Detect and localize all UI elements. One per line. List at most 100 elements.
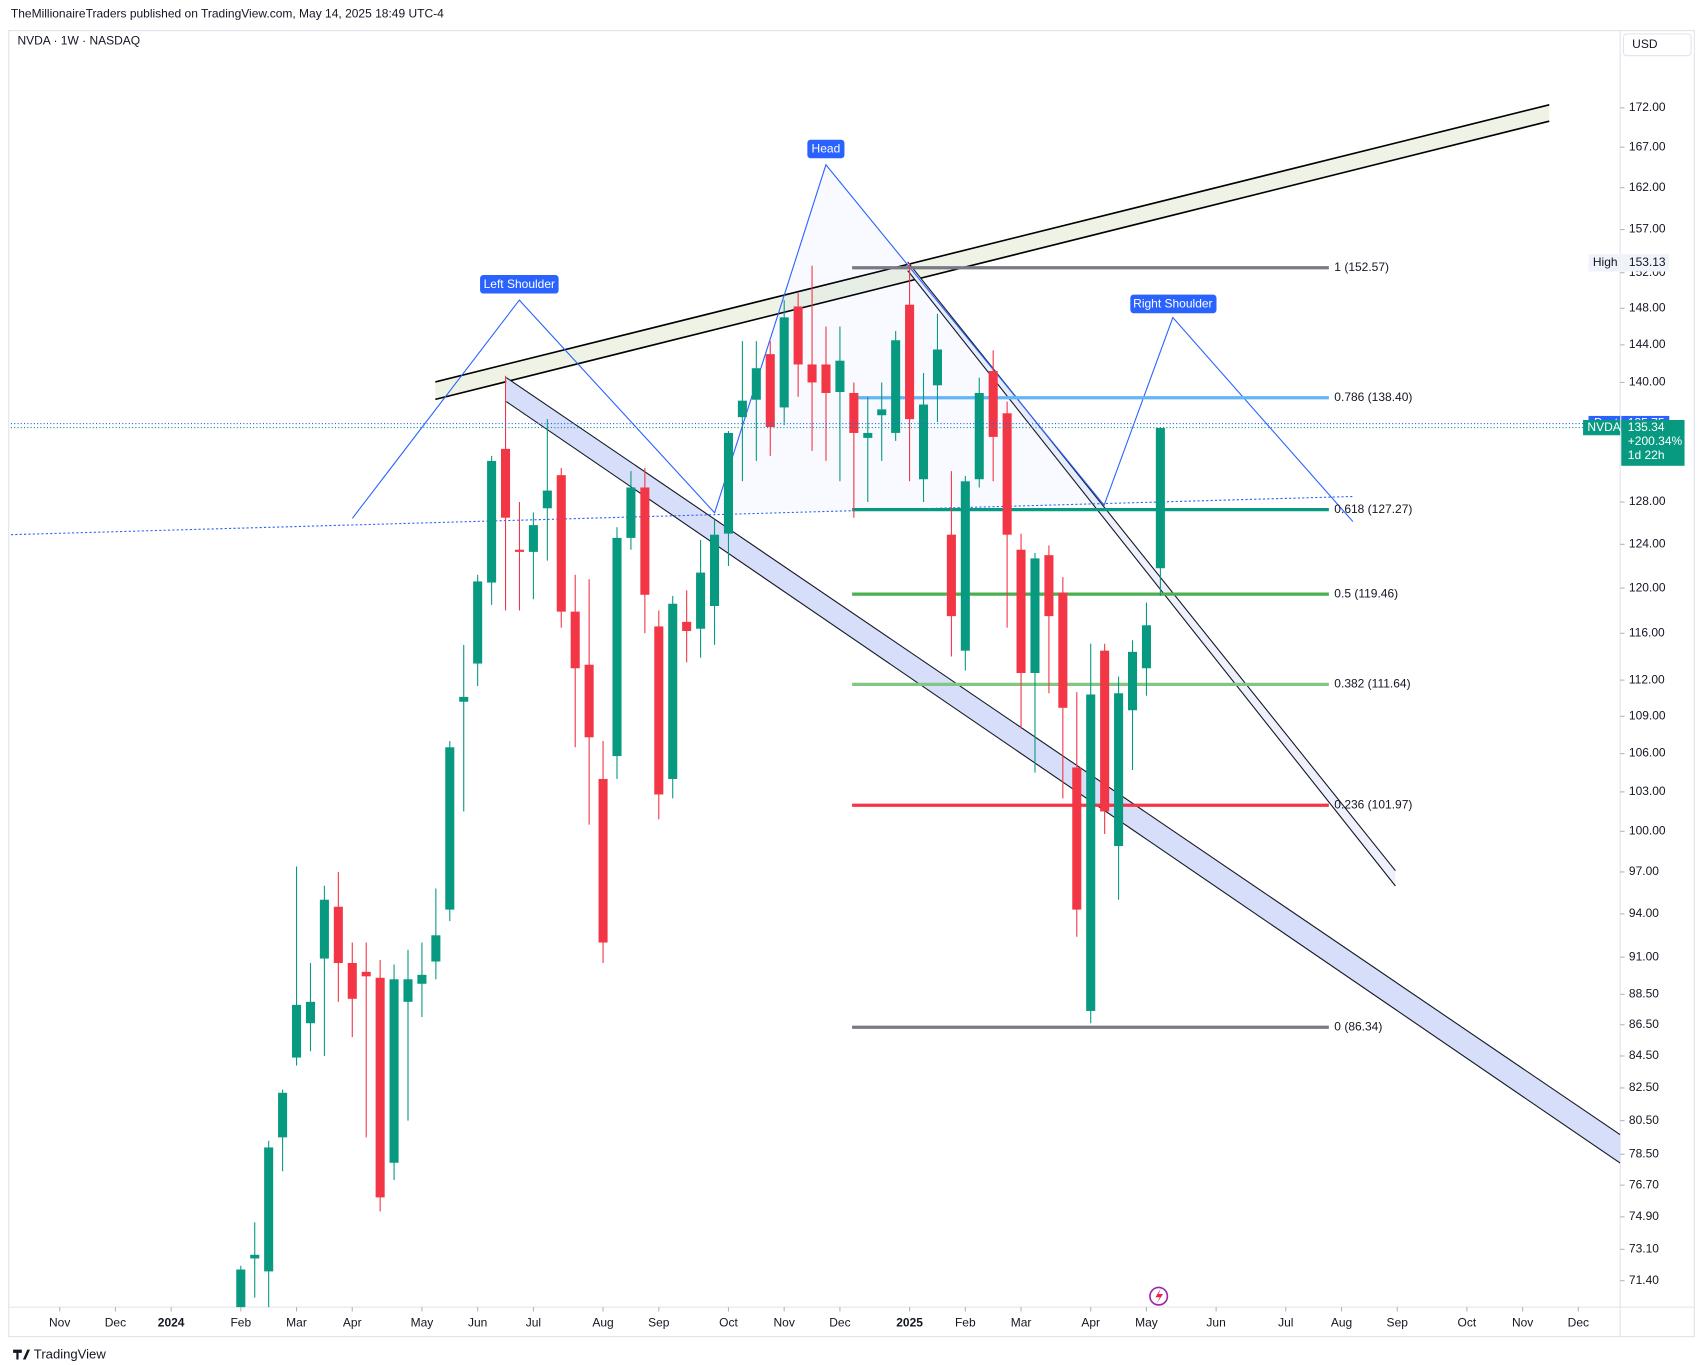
candle-body xyxy=(431,935,441,962)
candle-body xyxy=(584,664,594,738)
candles xyxy=(236,263,1329,1308)
candle-body xyxy=(1141,625,1151,669)
candle-body xyxy=(347,962,357,999)
logo-mark xyxy=(13,1349,31,1360)
candle-body xyxy=(459,696,469,702)
y-tick-label: 73.10 xyxy=(1629,1241,1659,1255)
y-tick-label: 100.00 xyxy=(1629,823,1666,837)
candle-body xyxy=(905,304,915,420)
candle-body xyxy=(932,349,942,386)
y-tick-label: 112.00 xyxy=(1629,672,1665,686)
candle-body xyxy=(918,404,929,480)
narrow-channel-line xyxy=(907,261,1396,872)
y-tick-label: 106.00 xyxy=(1629,746,1666,760)
footer-brand: TradingView xyxy=(34,1347,107,1362)
x-tick-label: Jun xyxy=(1206,1316,1225,1330)
candle-body xyxy=(1016,549,1026,673)
annotation-labels: Left Shoulder Head Right Shoulder xyxy=(480,139,1217,314)
x-tick-label: Apr xyxy=(1081,1316,1100,1330)
candle-body xyxy=(305,1001,315,1024)
candle-body xyxy=(501,448,511,518)
candle-body xyxy=(389,979,399,1163)
rising-channel-line xyxy=(435,120,1550,401)
y-tick-label: 71.40 xyxy=(1629,1273,1659,1287)
candle-body xyxy=(626,487,636,538)
price-tag-value: 135.34 xyxy=(1628,420,1665,434)
candle-body xyxy=(1030,558,1040,673)
x-tick-label: Jul xyxy=(526,1316,541,1330)
candle-body xyxy=(403,979,413,1002)
price-tag-name: NVDA xyxy=(1587,420,1620,434)
rising-channel-fill xyxy=(435,104,1550,400)
y-tick-label: 80.50 xyxy=(1629,1113,1659,1127)
x-tick-label: Sep xyxy=(648,1316,670,1330)
high-tag-name: High xyxy=(1593,255,1618,269)
candle-body xyxy=(1127,651,1138,711)
x-tick-label: Oct xyxy=(1458,1316,1477,1330)
candle-body xyxy=(236,1269,246,1308)
annotation-label: Right Shoulder xyxy=(1133,297,1212,311)
candle-body xyxy=(570,611,580,669)
y-tick-label: 144.00 xyxy=(1629,337,1666,351)
candle-body xyxy=(946,534,956,617)
annotation-box xyxy=(807,139,845,159)
marks: 172.00167.00162.00157.00152.00148.00144.… xyxy=(10,100,1685,1330)
x-tick-label: 2025 xyxy=(896,1316,923,1330)
lightning-icon[interactable] xyxy=(1149,1286,1169,1306)
y-tick-label: 78.50 xyxy=(1629,1146,1659,1160)
candle-body xyxy=(1114,693,1124,847)
candle-body xyxy=(682,621,692,632)
x-tick-label: May xyxy=(1135,1316,1158,1330)
y-tick-label: 86.50 xyxy=(1629,1017,1659,1031)
candle-body xyxy=(696,572,706,629)
candle-body xyxy=(793,306,803,365)
x-tick-label: May xyxy=(411,1316,434,1330)
candle-body xyxy=(849,392,859,433)
candle-body xyxy=(835,360,845,393)
candle-body xyxy=(487,460,497,583)
x-tick-label: Dec xyxy=(105,1316,126,1330)
candle-body xyxy=(556,475,566,612)
candle-body xyxy=(1058,592,1068,708)
annotation-box xyxy=(1130,294,1217,314)
y-tick-label: 128.00 xyxy=(1629,494,1666,508)
candle-body xyxy=(1002,413,1012,535)
fib-label: 0.786 (138.40) xyxy=(1334,390,1412,404)
candle-body xyxy=(473,581,483,664)
candle-body xyxy=(1155,427,1165,569)
candle-body xyxy=(445,747,455,910)
symbol-title: NVDA · 1W · NASDAQ xyxy=(17,34,140,48)
candle-body xyxy=(542,490,552,509)
candle-body xyxy=(779,317,789,408)
currency-label[interactable]: USD xyxy=(1632,37,1658,51)
annotation-label: Head xyxy=(812,142,841,156)
fib-label: 0.618 (127.27) xyxy=(1334,502,1412,516)
currency-box[interactable] xyxy=(1622,33,1692,57)
y-tick-label: 167.00 xyxy=(1629,139,1666,153)
y-tick-label: 124.00 xyxy=(1629,537,1666,551)
y-tick-label: 97.00 xyxy=(1629,864,1659,878)
candle-body xyxy=(292,1004,302,1058)
y-tick-label: 84.50 xyxy=(1629,1048,1659,1062)
publisher-header: TheMillionaireTraders published on Tradi… xyxy=(11,6,444,20)
y-tick-label: 120.00 xyxy=(1629,580,1666,594)
y-tick-label: 148.00 xyxy=(1629,300,1666,314)
x-tick-label: Dec xyxy=(1568,1316,1589,1330)
y-tick-label: 140.00 xyxy=(1629,375,1666,389)
high-tag-name-box xyxy=(1588,254,1621,272)
x-tick-label: Mar xyxy=(1011,1316,1032,1330)
icon-ring[interactable] xyxy=(1149,1286,1169,1306)
y-tick-label: 109.00 xyxy=(1629,709,1666,723)
icon-bolt[interactable] xyxy=(1155,1288,1164,1304)
candle-body xyxy=(1072,767,1082,910)
candle-body xyxy=(1044,555,1054,617)
x-tick-label: Oct xyxy=(719,1316,738,1330)
candle-body xyxy=(417,974,427,984)
rising-channel-line xyxy=(435,104,1550,383)
candle-body xyxy=(528,525,538,552)
x-tick-label: Aug xyxy=(1331,1316,1352,1330)
annotation-label: Left Shoulder xyxy=(484,277,555,291)
candle-body xyxy=(361,971,371,977)
